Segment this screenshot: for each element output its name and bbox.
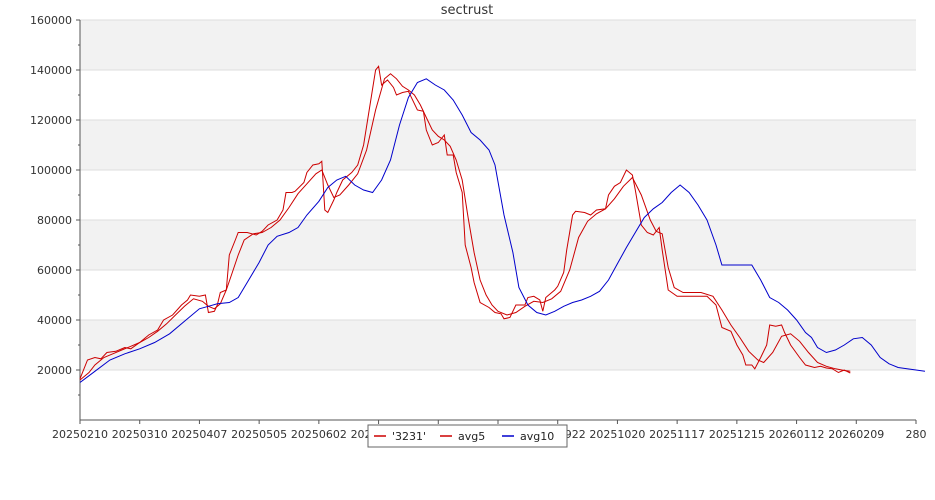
legend-label-3231: '3231' xyxy=(392,430,426,443)
y-tick-label: 20000 xyxy=(37,364,72,377)
y-tick-label: 40000 xyxy=(37,314,72,327)
x-tick-label: 20260209 xyxy=(828,428,884,441)
y-tick-label: 160000 xyxy=(30,14,72,27)
x-tick-label: 20250210 xyxy=(52,428,108,441)
chart-series-lines xyxy=(79,65,926,383)
series-line-avg10 xyxy=(79,78,926,383)
x-tick-label: 20250602 xyxy=(291,428,347,441)
y-axis-ticks: 20000 40000 60000 80000 100000 120000 140000 16… xyxy=(30,14,80,396)
x-tick-label: 20260112 xyxy=(769,428,825,441)
y-tick-label: 100000 xyxy=(30,164,72,177)
x-tick-label: 280 xyxy=(906,428,927,441)
x-tick-label: 20251020 xyxy=(589,428,645,441)
series-line-3231 xyxy=(79,65,851,379)
background-band xyxy=(80,20,916,70)
x-tick-label: 20251117 xyxy=(649,428,705,441)
background-band xyxy=(80,120,916,170)
x-tick-label: 20251215 xyxy=(709,428,765,441)
y-tick-label: 60000 xyxy=(37,264,72,277)
x-tick-label: 20250505 xyxy=(231,428,287,441)
series-line-avg5 xyxy=(79,73,851,381)
background-band xyxy=(80,220,916,270)
y-tick-label: 140000 xyxy=(30,64,72,77)
y-tick-label: 80000 xyxy=(37,214,72,227)
y-tick-label: 120000 xyxy=(30,114,72,127)
x-tick-label: 20250310 xyxy=(112,428,168,441)
legend: '3231' avg5 avg10 xyxy=(367,424,568,448)
legend-label-avg5: avg5 xyxy=(458,430,485,443)
chart-title: sectrust xyxy=(441,3,493,18)
legend-label-avg10: avg10 xyxy=(520,430,554,443)
chart-background-bands xyxy=(80,20,916,370)
chart-gridlines xyxy=(80,19,916,371)
x-tick-label: 20250407 xyxy=(171,428,227,441)
legend-box xyxy=(367,424,568,448)
